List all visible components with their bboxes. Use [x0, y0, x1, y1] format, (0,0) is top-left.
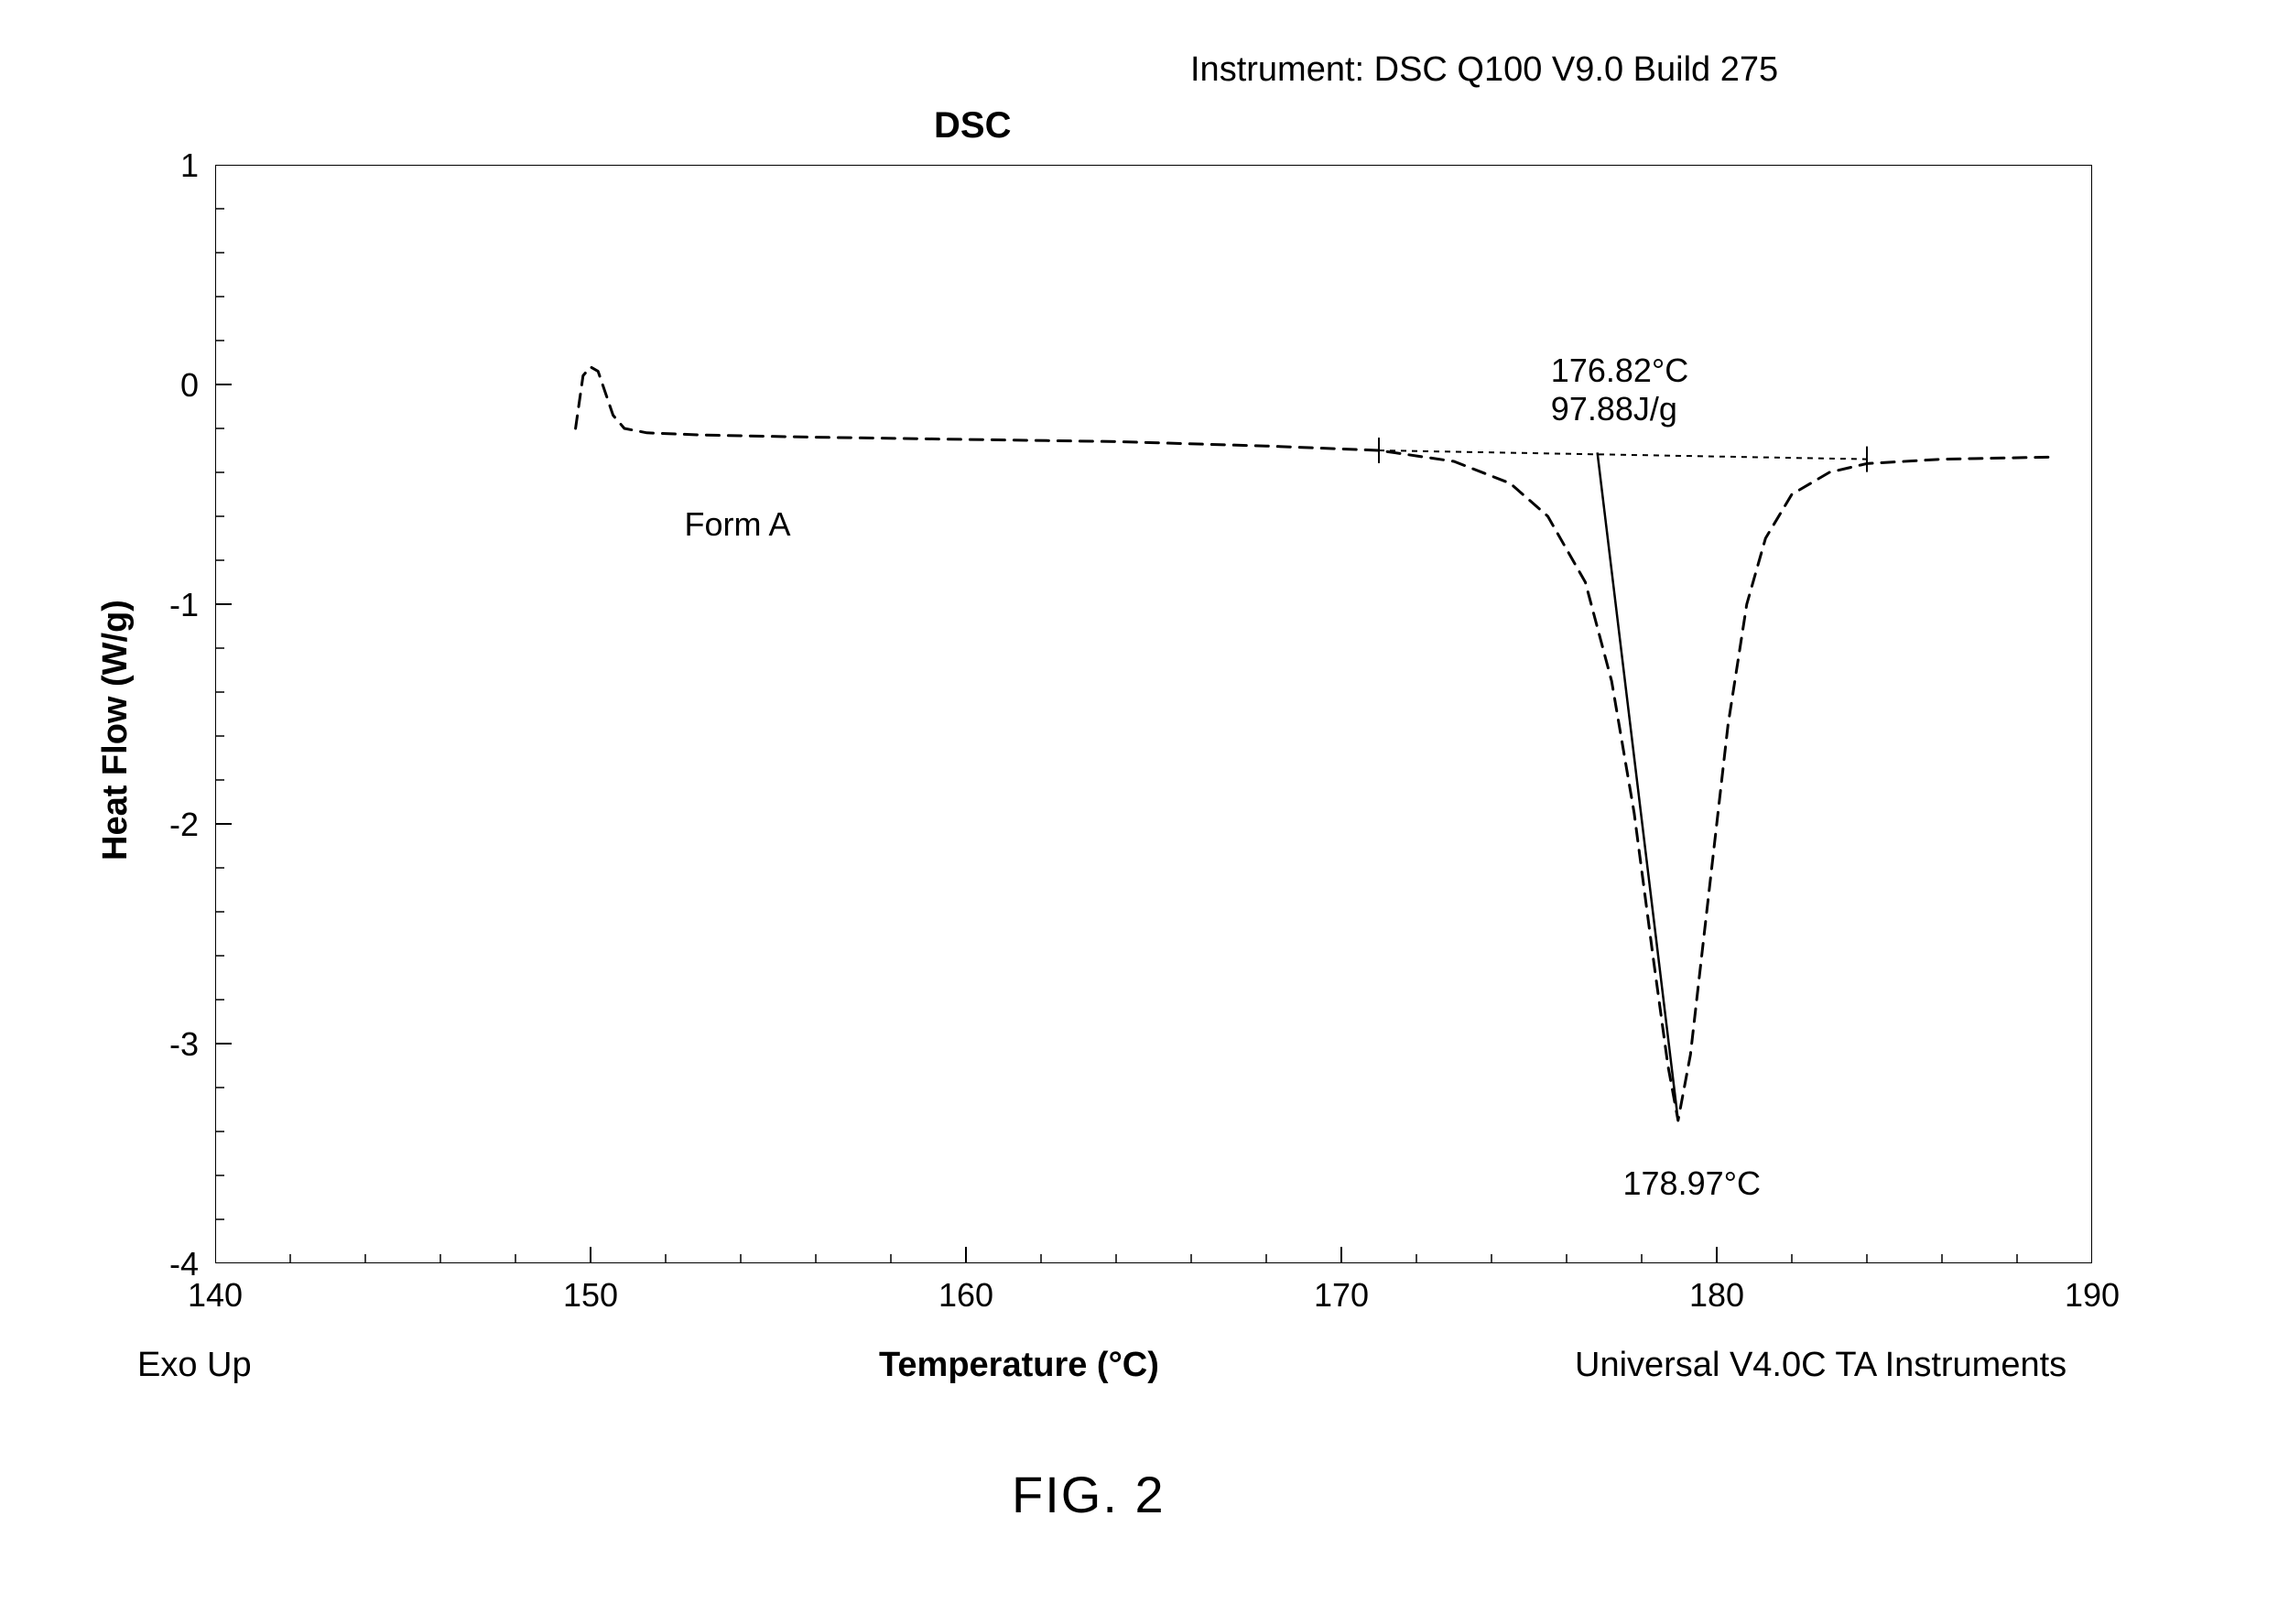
instrument-label: Instrument: DSC Q100 V9.0 Build 275	[1190, 50, 1778, 90]
x-axis-label: Temperature (°C)	[879, 1346, 1159, 1385]
footer-software: Universal V4.0C TA Instruments	[1575, 1346, 2066, 1385]
y-tick-label: -3	[169, 1025, 199, 1064]
dsc-chart	[215, 165, 2092, 1263]
peak-annotation: 178.97°C	[1623, 1164, 1762, 1203]
y-tick-label: 1	[180, 146, 199, 185]
onset-annotation: 176.82°C 97.88J/g	[1551, 352, 1689, 428]
x-tick-label: 170	[1314, 1276, 1369, 1315]
x-tick-label: 150	[563, 1276, 618, 1315]
series-label-form-a: Form A	[685, 505, 791, 544]
y-tick-label: -1	[169, 586, 199, 624]
y-tick-label: 0	[180, 366, 199, 405]
x-tick-label: 180	[1689, 1276, 1744, 1315]
figure-caption: FIG. 2	[1012, 1465, 1166, 1524]
x-tick-label: 140	[188, 1276, 243, 1315]
x-tick-label: 190	[2065, 1276, 2120, 1315]
footer-exo-up: Exo Up	[137, 1346, 252, 1385]
page: Instrument: DSC Q100 V9.0 Build 275 DSC …	[0, 0, 2278, 1624]
x-tick-label: 160	[938, 1276, 993, 1315]
chart-title: DSC	[934, 105, 1011, 146]
plot-area	[215, 165, 2092, 1263]
y-axis-label: Heat Flow (W/g)	[96, 600, 136, 861]
y-tick-label: -2	[169, 806, 199, 844]
